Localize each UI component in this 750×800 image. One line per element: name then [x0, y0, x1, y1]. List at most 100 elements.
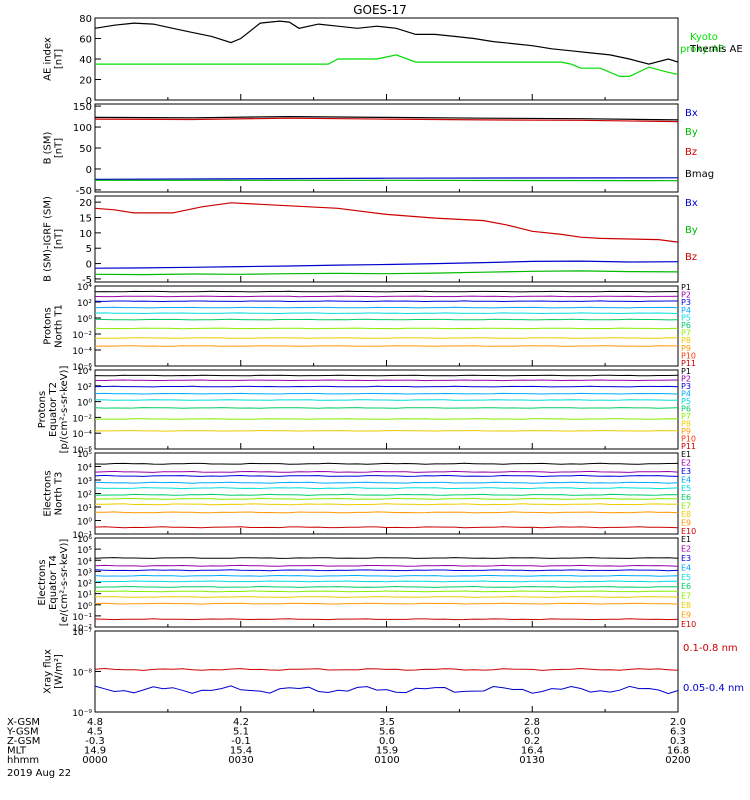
y-tick-label: 5 [86, 244, 92, 255]
panel-bsm: -50 0 50 100 150 B (SM) [nT] Bx By Bz Bmag [43, 102, 715, 197]
legend-e2: E2 [681, 544, 691, 553]
y-tick-label: 10⁵ [77, 450, 92, 460]
footer-value: 2.8 [524, 717, 540, 728]
legend-p8: P8 [681, 336, 691, 345]
series-e4 [94, 574, 679, 577]
y-tick-label: 10³ [77, 477, 92, 487]
footer-row-label: X-GSM [7, 717, 40, 728]
y-axis-label: Protons [37, 391, 48, 428]
legend-0-1-0-8-nm: 0.1-0.8 nm [683, 643, 738, 654]
y-axis-label: [e/(cm²-s-sr-keV)] [59, 539, 70, 627]
y-axis-label: Xray flux [43, 649, 54, 694]
series-e3 [94, 569, 679, 572]
footer-value: 3.5 [379, 717, 395, 728]
footer-value: 15.4 [230, 746, 252, 757]
y-tick-label: 20 [79, 76, 92, 87]
legend-e3: E3 [681, 467, 691, 476]
legend-e5: E5 [681, 573, 691, 582]
legend-p10: P10 [681, 435, 696, 444]
series-p4 [94, 392, 679, 395]
legend-e7: E7 [681, 501, 691, 510]
y-tick-label: 10⁻⁸ [72, 669, 92, 679]
legend-p5: P5 [681, 313, 691, 322]
panel-en: 10⁻¹ 10⁰ 10¹ 10² 10³ 10⁴ 10⁵ Electrons North T3 E… [43, 450, 697, 541]
legend-p1: P1 [681, 283, 691, 292]
y-axis-label: [nT] [54, 49, 65, 69]
legend-e10: E10 [681, 620, 696, 629]
series-e7 [95, 590, 679, 593]
series-p7 [94, 327, 679, 330]
y-tick-label: 40 [79, 55, 92, 66]
series-bz [94, 117, 679, 123]
footer-value: 0130 [519, 755, 544, 766]
legend-p9: P9 [681, 344, 691, 353]
legend-p5: P5 [681, 397, 691, 406]
y-axis-label: [W/m²] [54, 654, 65, 689]
footer-value: 0.0 [379, 736, 395, 747]
y-tick-label: 150 [73, 102, 92, 113]
panel-frame [94, 195, 679, 283]
panel-xray: 10⁻⁹ 10⁻⁸ 10⁻⁷ Xray flux [W/m²] 0.1-0.8 nm 0.0… [43, 628, 745, 719]
y-tick-label: 20 [79, 198, 92, 209]
series-e2 [94, 470, 679, 473]
legend-bx: Bx [685, 198, 698, 209]
series-bx [94, 177, 679, 180]
y-tick-label: 0 [86, 260, 92, 271]
y-axis-label: Electrons [37, 559, 48, 605]
series-by [94, 270, 679, 276]
series-p2 [94, 295, 679, 298]
footer-row-label: hhmm [7, 755, 39, 766]
series-e1 [94, 462, 679, 465]
y-axis-label: [p/(cm²-s-sr-keV)] [59, 366, 70, 454]
y-tick-label: 10⁴ [77, 367, 92, 377]
footer-value: 4.5 [87, 727, 103, 738]
footer-value: 4.8 [87, 717, 103, 728]
panel-frame [94, 537, 679, 628]
legend-p1: P1 [681, 367, 691, 376]
footer-value: 0.2 [524, 736, 540, 747]
legend-bmag: Bmag [685, 169, 714, 180]
series-p6 [94, 318, 679, 321]
series-e4 [94, 481, 679, 484]
legend-p7: P7 [681, 412, 691, 421]
y-tick-label: 10⁴ [77, 557, 92, 567]
y-axis-label: B (SM)-IGRF (SM) [43, 196, 54, 282]
legend-e6: E6 [681, 493, 691, 502]
y-tick-label: 10¹ [77, 504, 92, 514]
legend-by: By [685, 225, 698, 236]
y-tick-label: 50 [79, 144, 92, 155]
footer-row-label: Y-GSM [6, 727, 39, 738]
y-tick-label: 10² [77, 383, 92, 393]
y-tick-label: 10⁻⁹ [72, 709, 92, 719]
series-p8 [94, 429, 678, 432]
legend-e10: E10 [681, 527, 696, 536]
y-tick-label: 10⁻² [72, 414, 92, 424]
footer-value: 0030 [228, 755, 253, 766]
legend-p9: P9 [681, 427, 691, 436]
legend-e4: E4 [681, 563, 691, 572]
footer-value: 0000 [82, 755, 107, 766]
legend-e6: E6 [681, 582, 691, 591]
series-e6 [94, 493, 679, 496]
footer-date: 2019 Aug 22 [7, 768, 71, 779]
y-tick-label: 10⁻⁴ [72, 347, 92, 357]
series-p8 [94, 337, 679, 339]
panel-frame [94, 285, 679, 367]
legend-themis-ae: Themis AE [689, 44, 743, 55]
y-axis-label: North T3 [54, 472, 65, 516]
y-axis-label: [nT] [54, 138, 65, 158]
y-axis-label: Equator T4 [48, 555, 59, 610]
y-axis-label: AE index [43, 37, 54, 81]
y-tick-label: 10⁵ [77, 546, 92, 556]
y-tick-label: 10⁰ [77, 602, 92, 612]
footer-value: 0100 [374, 755, 399, 766]
series-0-1-0-8-nm [94, 667, 679, 671]
y-tick-label: -5 [82, 275, 92, 286]
legend-e5: E5 [681, 484, 691, 493]
y-tick-label: 0 [86, 165, 92, 176]
footer-value: 5.6 [379, 727, 395, 738]
